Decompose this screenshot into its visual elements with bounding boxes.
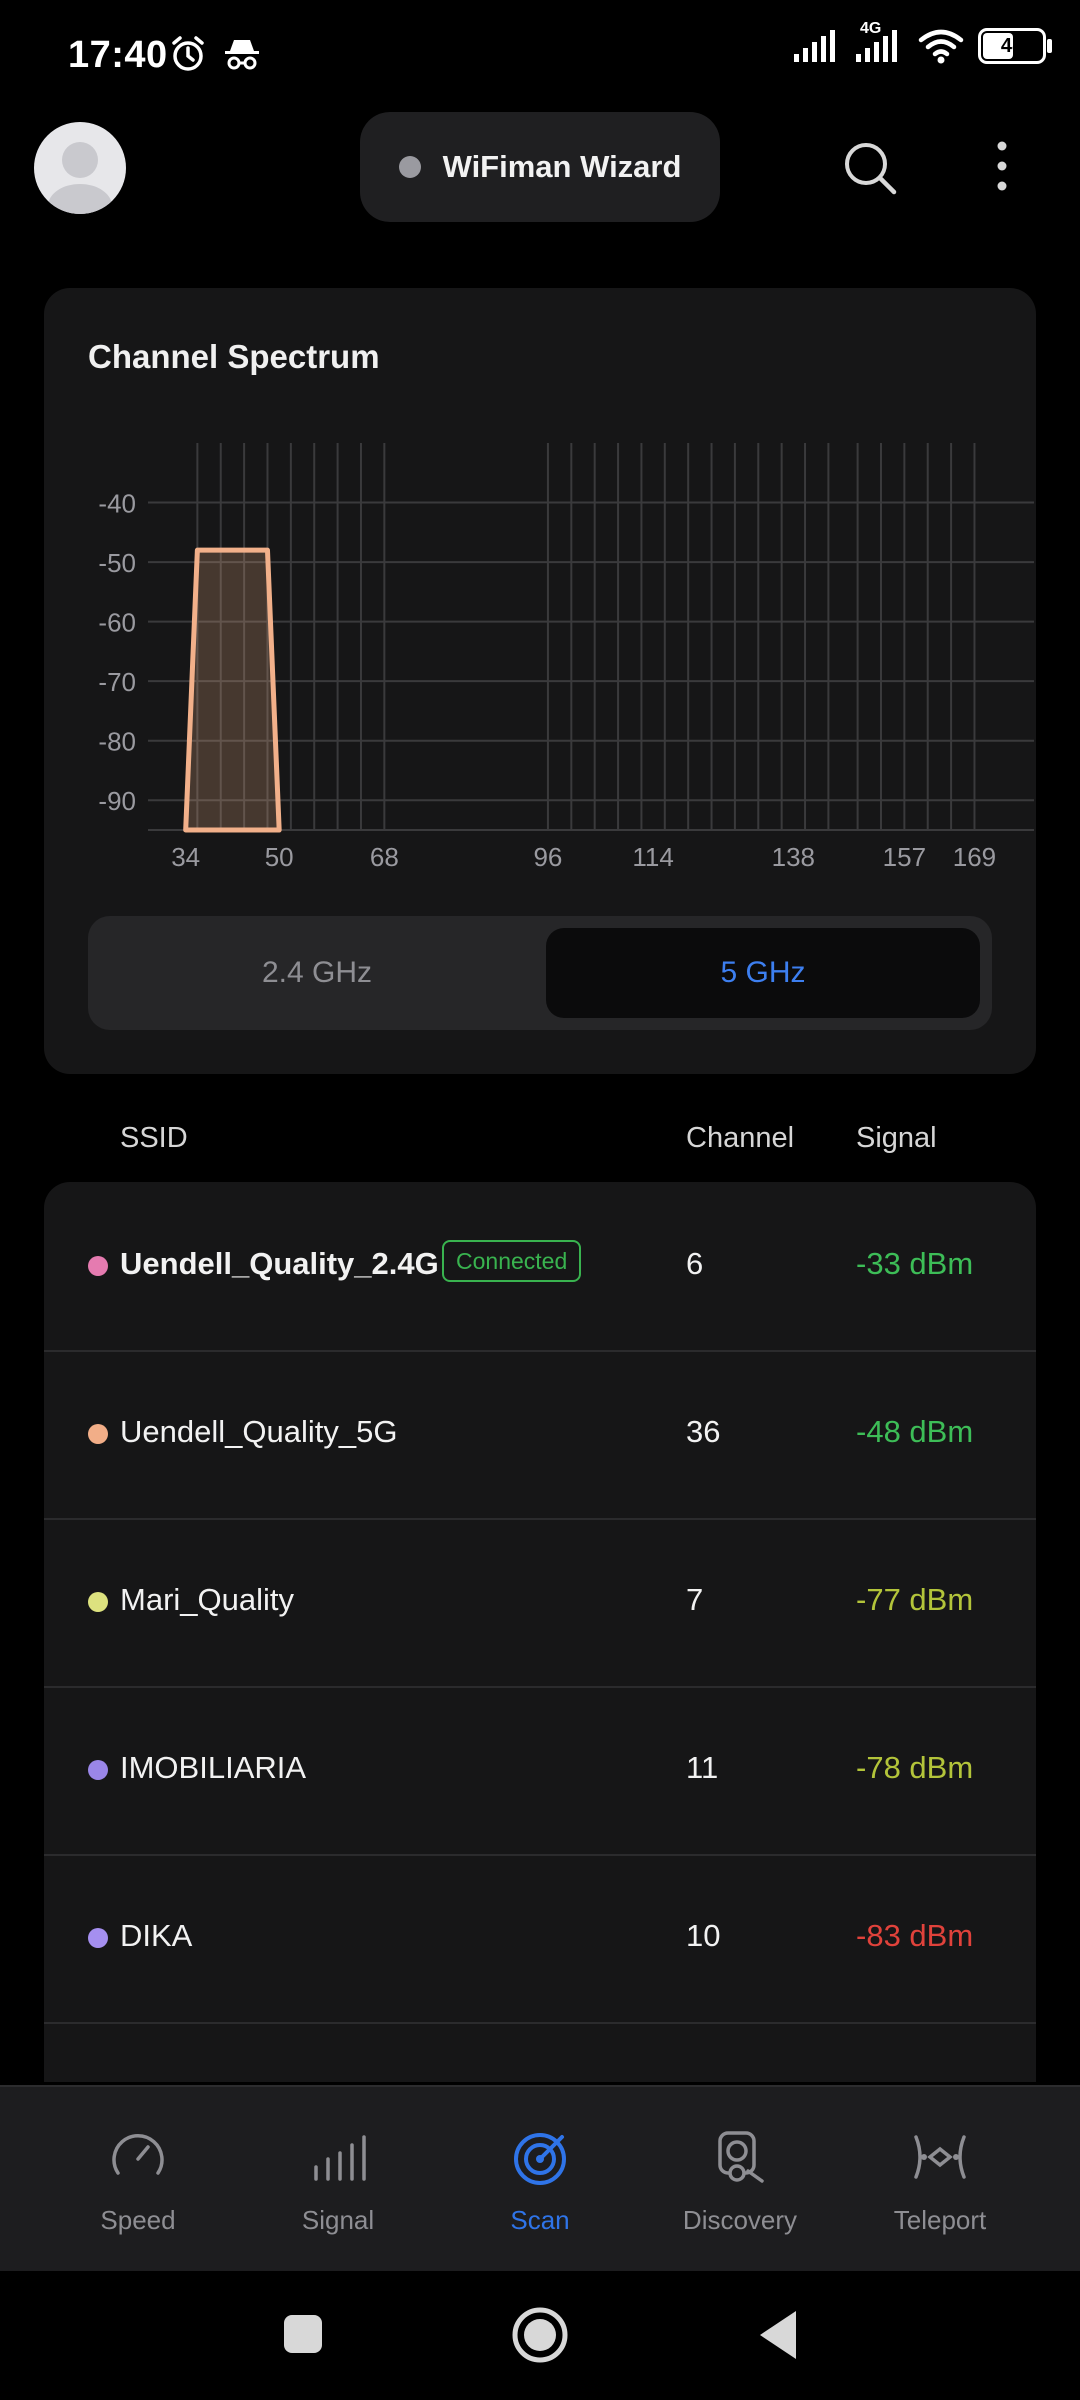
app-title: WiFiman Wizard bbox=[442, 149, 682, 184]
nav-teleport-label: Teleport bbox=[893, 2205, 987, 2235]
x-tick-label: 68 bbox=[370, 842, 399, 872]
status-time: 17:40 bbox=[68, 34, 168, 76]
col-ssid-header[interactable]: SSID bbox=[120, 1122, 188, 1154]
network-row[interactable]: DIKA 10 -83 dBm bbox=[44, 1854, 1036, 2024]
battery-indicator: 48 bbox=[978, 28, 1052, 64]
status-bar: 17:40 4G bbox=[0, 0, 1080, 115]
app-title-pill[interactable]: WiFiman Wizard bbox=[360, 112, 720, 222]
signal-strength-icon bbox=[314, 2135, 366, 2181]
x-tick-label: 114 bbox=[632, 842, 673, 872]
speedometer-icon bbox=[112, 2133, 164, 2175]
network-signal: -33 dBm bbox=[856, 1246, 974, 1281]
incognito-icon bbox=[225, 40, 259, 70]
alarm-icon bbox=[172, 36, 204, 71]
network-color-dot bbox=[88, 1256, 108, 1276]
back-button-icon[interactable] bbox=[756, 2309, 798, 2361]
battery-level: 48 bbox=[1000, 34, 1024, 57]
x-tick-label: 34 bbox=[171, 842, 200, 872]
y-tick-label: -60 bbox=[98, 608, 136, 638]
status-dot bbox=[398, 156, 421, 178]
battery-fill bbox=[983, 33, 1013, 59]
spectrum-title: Channel Spectrum bbox=[88, 338, 380, 375]
wifi-icon bbox=[918, 29, 964, 64]
network-ssid: DIKA bbox=[120, 1918, 193, 1953]
network-4g-indicator: 4G bbox=[854, 20, 904, 64]
spectrum-card: Channel Spectrum -40 -50 -60 -70 -80 -90 34 50 6… bbox=[44, 288, 1036, 1074]
network-row[interactable]: Mari_Quality 7 -77 dBm bbox=[44, 1518, 1036, 1688]
network-row[interactable]: Uendell_Quality_5G 36 -48 dBm bbox=[44, 1350, 1036, 1520]
search-icon[interactable] bbox=[842, 140, 898, 196]
y-tick-label: -80 bbox=[98, 727, 136, 757]
signal-bars-icon bbox=[794, 30, 835, 62]
network-channel: 11 bbox=[686, 1750, 719, 1785]
x-tick-label: 138 bbox=[772, 842, 815, 872]
y-tick-label: -90 bbox=[98, 786, 136, 816]
nav-signal-label: Signal bbox=[301, 2205, 375, 2235]
network-list: Uendell_Quality_2.4G Connected 6 -33 dBm… bbox=[44, 1182, 1036, 2082]
nav-discovery-label: Discovery bbox=[682, 2205, 798, 2235]
network-ssid: IMOBILIARIA bbox=[120, 1750, 307, 1785]
x-tick-label: 96 bbox=[533, 842, 562, 872]
network-signal: -77 dBm bbox=[856, 1582, 974, 1617]
bottom-nav: Speed Signal Scan Discovery T bbox=[0, 2085, 1080, 2273]
x-tick-label: 50 bbox=[265, 842, 294, 872]
network-channel: 36 bbox=[686, 1414, 721, 1449]
network-channel: 6 bbox=[686, 1246, 704, 1281]
teleport-icon bbox=[914, 2135, 966, 2179]
nav-scan[interactable]: Scan bbox=[440, 2087, 640, 2273]
connected-badge: Connected bbox=[442, 1240, 582, 1282]
x-tick-label: 169 bbox=[953, 842, 996, 872]
y-tick-label: -70 bbox=[98, 667, 136, 697]
network-signal: -78 dBm bbox=[856, 1750, 974, 1785]
network-ssid: Uendell_Quality_5G bbox=[120, 1414, 398, 1449]
nav-speed[interactable]: Speed bbox=[38, 2087, 238, 2273]
band-24-option[interactable]: 2.4 GHz bbox=[261, 956, 373, 989]
network-spectrum-area bbox=[183, 547, 282, 833]
network-channel: 7 bbox=[686, 1582, 704, 1617]
network-channel: 10 bbox=[686, 1918, 721, 1953]
network-type-label: 4G bbox=[860, 20, 882, 37]
discovery-device-icon bbox=[718, 2131, 764, 2183]
user-avatar-icon bbox=[48, 142, 112, 214]
network-row[interactable]: IMOBILIARIA 11 -78 dBm bbox=[44, 1686, 1036, 1856]
network-ssid: Mari_Quality bbox=[120, 1582, 294, 1617]
col-channel-header[interactable]: Channel bbox=[686, 1122, 795, 1154]
nav-scan-label: Scan bbox=[510, 2205, 570, 2235]
band-toggle: 2.4 GHz 5 GHz bbox=[88, 916, 992, 1030]
nav-teleport[interactable]: Teleport bbox=[840, 2087, 1040, 2273]
network-signal: -48 dBm bbox=[856, 1414, 974, 1449]
nav-speed-label: Speed bbox=[100, 2205, 176, 2235]
system-nav-bar bbox=[0, 2271, 1080, 2400]
network-ssid: Uendell_Quality_2.4G bbox=[120, 1246, 439, 1281]
more-vert-icon[interactable] bbox=[990, 140, 1014, 196]
recents-button-icon[interactable] bbox=[282, 2313, 324, 2355]
avatar[interactable] bbox=[34, 122, 126, 214]
radar-scan-icon bbox=[514, 2133, 566, 2185]
signal-bars-icon-2 bbox=[856, 30, 897, 62]
band-5-option[interactable]: 5 GHz bbox=[546, 928, 980, 1018]
nav-discovery[interactable]: Discovery bbox=[640, 2087, 840, 2273]
network-color-dot bbox=[88, 1760, 108, 1780]
y-tick-label: -40 bbox=[98, 489, 136, 519]
x-tick-label: 157 bbox=[883, 842, 926, 872]
network-color-dot bbox=[88, 1424, 108, 1444]
network-signal: -83 dBm bbox=[856, 1918, 974, 1953]
y-tick-label: -50 bbox=[98, 548, 136, 578]
network-color-dot bbox=[88, 1592, 108, 1612]
col-signal-header[interactable]: Signal bbox=[856, 1122, 937, 1154]
nav-signal[interactable]: Signal bbox=[238, 2087, 438, 2273]
network-row[interactable]: Uendell_Quality_2.4G Connected 6 -33 dBm bbox=[44, 1182, 1036, 1352]
spectrum-chart: -40 -50 -60 -70 -80 -90 34 50 68 96 114 138 157 169 bbox=[98, 443, 1034, 872]
network-color-dot bbox=[88, 1928, 108, 1948]
home-button-icon[interactable] bbox=[510, 2305, 570, 2365]
